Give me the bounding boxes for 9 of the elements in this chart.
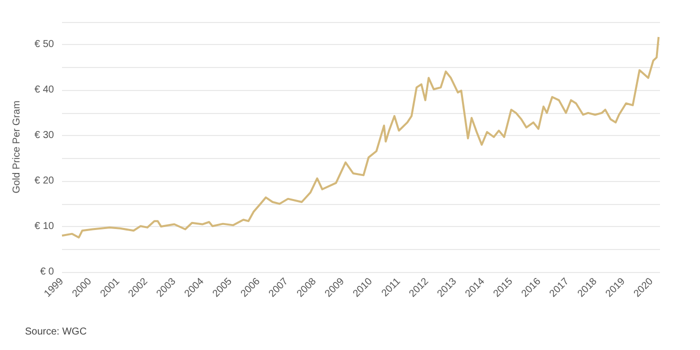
line-series — [61, 36, 660, 238]
y-tick-label: € 20 — [34, 176, 54, 187]
y-axis-title: Gold Price Per Gram — [12, 100, 22, 194]
y-tick-label: € 40 — [34, 84, 54, 96]
y-tick-label: € 10 — [34, 221, 54, 232]
y-tick-label: € 50 — [34, 39, 54, 50]
y-tick-label: € 0 — [40, 266, 54, 278]
y-tick-label: € 30 — [34, 130, 54, 142]
source-note: Source: WGC — [25, 326, 87, 338]
